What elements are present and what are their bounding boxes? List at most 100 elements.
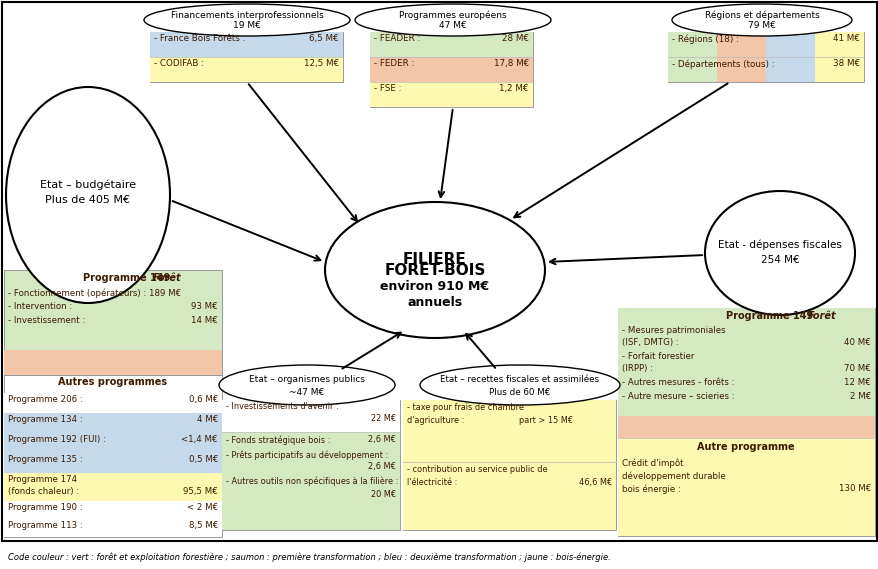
Bar [814,57,863,82]
Bar [617,416,874,438]
Bar [222,400,399,432]
Text: 17,8 M€: 17,8 M€ [493,59,529,68]
Text: développement durable: développement durable [622,471,725,480]
Text: Programme 149: Programme 149 [83,273,174,283]
Bar [4,375,222,537]
Text: 70 M€: 70 M€ [843,364,870,373]
Text: - Autres mesures - forêts :: - Autres mesures - forêts : [622,378,734,387]
Text: FORET-BOIS: FORET-BOIS [384,262,486,278]
Text: - Investissement :: - Investissement : [8,316,85,325]
Text: - Fonds stratégique bois :: - Fonds stratégique bois : [226,435,330,444]
Bar [150,32,342,57]
Text: 93 M€: 93 M€ [191,302,218,311]
Text: 95,5 M€: 95,5 M€ [183,487,218,496]
Text: - Investissements d'avenir :: - Investissements d'avenir : [226,402,338,411]
Text: - Prêts participatifs au développement :: - Prêts participatifs au développement : [226,450,388,460]
Text: - FSE :: - FSE : [373,84,401,93]
Text: - taxe pour frais de chambre: - taxe pour frais de chambre [407,403,523,412]
Bar [402,400,615,530]
Text: - Autre mesure – scieries :: - Autre mesure – scieries : [622,392,734,401]
Bar [150,32,342,82]
Text: Etat – budgétaire: Etat – budgétaire [40,180,136,190]
Text: 1,2 M€: 1,2 M€ [499,84,529,93]
Text: 41 M€: 41 M€ [832,34,859,43]
Text: - France Bois Forêts :: - France Bois Forêts : [154,34,245,43]
Text: Régions et départements: Régions et départements [704,10,818,20]
Text: Plus de 405 M€: Plus de 405 M€ [46,195,130,205]
Text: - Autres outils non spécifiques à la filière :: - Autres outils non spécifiques à la fil… [226,476,398,485]
Bar [617,308,874,438]
Text: - Mesures patrimoniales: - Mesures patrimoniales [622,326,725,335]
Text: 14 M€: 14 M€ [191,316,218,325]
Bar [370,32,532,57]
Bar [4,270,222,375]
Text: Programme 135 :: Programme 135 : [8,455,83,464]
Bar [150,57,342,82]
Text: 0,6 M€: 0,6 M€ [189,395,218,404]
Ellipse shape [6,87,169,303]
Text: Forêt: Forêt [153,273,182,283]
Bar [222,432,399,497]
Text: Etat – organismes publics: Etat – organismes publics [248,374,364,384]
Bar [667,32,863,82]
Text: Crédit d'impôt: Crédit d'impôt [622,458,683,468]
Bar [4,453,222,473]
Text: (IRPP) :: (IRPP) : [622,364,652,373]
Text: 40 M€: 40 M€ [843,338,870,347]
Bar [765,57,814,82]
Text: (fonds chaleur) :: (fonds chaleur) : [8,487,79,496]
Text: Programmes européens: Programmes européens [399,10,507,20]
Text: Programme 192 (FUI) :: Programme 192 (FUI) : [8,435,105,444]
Bar [402,462,615,530]
Text: Programme 190 :: Programme 190 : [8,503,83,512]
Text: - Forfait forestier: - Forfait forestier [622,352,694,361]
Ellipse shape [704,191,854,315]
Text: 8,5 M€: 8,5 M€ [189,521,218,530]
Text: 12,5 M€: 12,5 M€ [304,59,339,68]
Text: Programme 113 :: Programme 113 : [8,521,83,530]
Text: Programme 206 :: Programme 206 : [8,395,83,404]
Bar [765,32,814,57]
Text: (ISF, DMTG) :: (ISF, DMTG) : [622,338,678,347]
Text: Code couleur : vert : forêt et exploitation forestière ; saumon : première trans: Code couleur : vert : forêt et exploitat… [8,553,610,563]
Text: Programme 149: Programme 149 [725,311,816,321]
Text: Etat – recettes fiscales et assimilées: Etat – recettes fiscales et assimilées [440,374,599,384]
Text: 254 M€: 254 M€ [759,255,798,265]
Bar [4,433,222,453]
Text: l'électricité :: l'électricité : [407,478,457,487]
Text: - contribution au service public de: - contribution au service public de [407,465,547,474]
Text: 0,5 M€: 0,5 M€ [189,455,218,464]
Bar [402,400,615,462]
Bar [370,82,532,107]
Text: 6,5 M€: 6,5 M€ [309,34,339,43]
Text: 28 M€: 28 M€ [501,34,529,43]
Text: 79 M€: 79 M€ [747,20,775,30]
Ellipse shape [420,365,619,405]
Text: - CODIFAB :: - CODIFAB : [154,59,204,68]
Bar [222,400,399,530]
Text: 20 M€: 20 M€ [371,490,396,499]
Bar [716,32,765,57]
Bar [370,57,532,82]
Text: < 2 M€: < 2 M€ [187,503,218,512]
Ellipse shape [219,365,394,405]
Text: Etat - dépenses fiscales: Etat - dépenses fiscales [717,240,841,250]
Text: 2,6 M€: 2,6 M€ [368,435,396,444]
Text: Programme 134 :: Programme 134 : [8,415,83,424]
Text: Forêt: Forêt [807,311,836,321]
Bar [222,497,399,530]
Text: 19 M€: 19 M€ [233,20,261,30]
Text: - FEADER :: - FEADER : [373,34,420,43]
Text: FILIERE: FILIERE [403,252,466,267]
Text: d'agriculture :: d'agriculture : [407,416,464,425]
Bar [617,438,874,536]
Bar [370,32,532,107]
Text: annuels: annuels [407,295,462,308]
Text: 47 M€: 47 M€ [439,20,466,30]
Text: - Départements (tous) :: - Départements (tous) : [672,59,774,68]
Text: Autres programmes: Autres programmes [58,377,168,387]
Text: 2 M€: 2 M€ [849,392,870,401]
Ellipse shape [355,4,551,36]
Ellipse shape [144,4,349,36]
Bar [667,57,716,82]
